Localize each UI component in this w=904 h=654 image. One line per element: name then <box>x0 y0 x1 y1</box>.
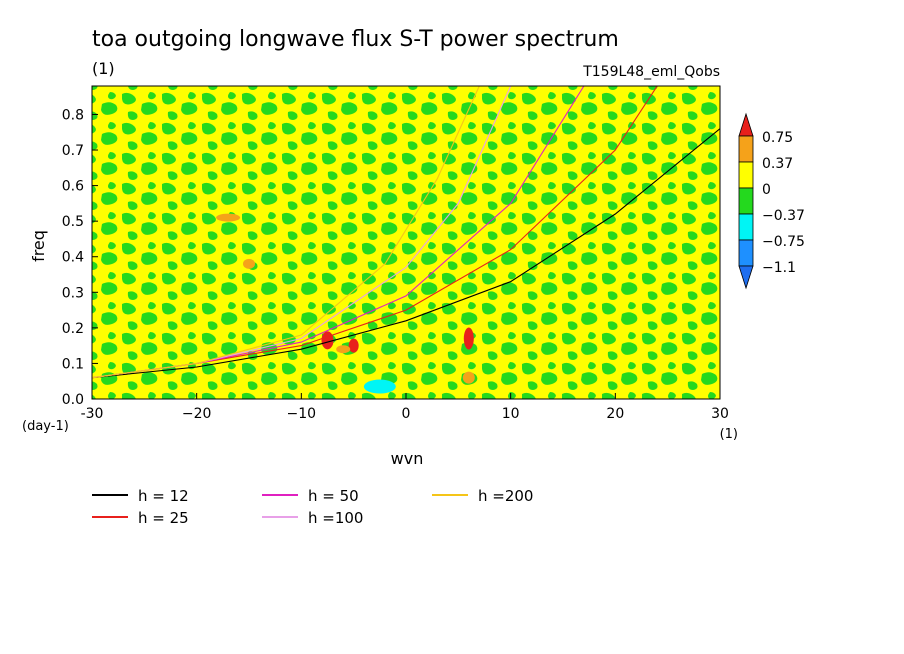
x-tick-label: −20 <box>182 406 212 422</box>
x-axis-label: wvn <box>391 449 424 468</box>
colorbar-upper-arrow <box>738 112 754 137</box>
y-axis-label: freq <box>29 230 48 262</box>
x-tick-label: 10 <box>502 406 520 422</box>
field-anomaly <box>336 345 351 354</box>
field-anomaly <box>363 379 396 394</box>
dispersion-curve <box>92 86 480 379</box>
field-anomaly <box>216 213 241 222</box>
plot-field <box>92 86 720 399</box>
field-anomaly <box>463 327 474 350</box>
y-tick-label: 0.6 <box>62 179 84 195</box>
y-tick-label: 0.5 <box>62 214 84 230</box>
colorbar-segment <box>738 187 754 215</box>
y-tick-label: 0.1 <box>62 356 84 372</box>
colorbar: 0.75 0.37 0 −0.37 −0.75 −1.1 <box>738 112 805 290</box>
y-tick-label: 0.3 <box>62 285 84 301</box>
legend-label: h = 50 <box>308 487 359 505</box>
x-tick-label: -30 <box>81 406 104 422</box>
subtitle-right: T159L48_eml_Qobs <box>582 64 720 80</box>
legend-label: h = 25 <box>138 509 189 527</box>
colorbar-segment <box>738 213 754 241</box>
x-tick-label: 20 <box>606 406 624 422</box>
colorbar-label: 0.75 <box>762 130 793 146</box>
y-tick-label: 0.4 <box>62 250 84 266</box>
colorbar-segment <box>738 161 754 189</box>
colorbar-segment <box>738 239 754 267</box>
field-anomaly <box>462 371 475 384</box>
y-tick-label: 0.7 <box>62 143 84 159</box>
colorbar-segment <box>738 135 754 163</box>
legend-label: h =100 <box>308 509 363 527</box>
y-tick-label: 0.8 <box>62 107 84 123</box>
legend: h = 12 h = 25 h = 50 h =100 h =200 <box>92 487 533 527</box>
y-axis-unit: (day-1) <box>22 419 69 434</box>
colorbar-label: −0.37 <box>762 208 805 224</box>
title-unit: (1) <box>92 59 115 78</box>
colorbar-label: 0 <box>762 182 771 198</box>
chart-title: toa outgoing longwave flux S-T power spe… <box>92 27 619 52</box>
colorbar-label: 0.37 <box>762 156 793 172</box>
field-anomaly <box>243 258 255 269</box>
x-tick-label: 0 <box>402 406 411 422</box>
colorbar-lower-arrow <box>738 265 754 290</box>
legend-label: h = 12 <box>138 487 189 505</box>
y-tick-label: 0.0 <box>62 392 84 408</box>
colorbar-label: −0.75 <box>762 234 805 250</box>
legend-label: h =200 <box>478 487 533 505</box>
dispersion-curve <box>92 128 720 379</box>
y-tick-label: 0.2 <box>62 321 84 337</box>
field-anomaly <box>348 338 359 353</box>
x-tick-label: −10 <box>287 406 317 422</box>
colorbar-label: −1.1 <box>762 260 796 276</box>
x-axis-unit: (1) <box>720 427 738 442</box>
field-anomaly <box>321 331 334 350</box>
x-tick-label: 30 <box>711 406 729 422</box>
